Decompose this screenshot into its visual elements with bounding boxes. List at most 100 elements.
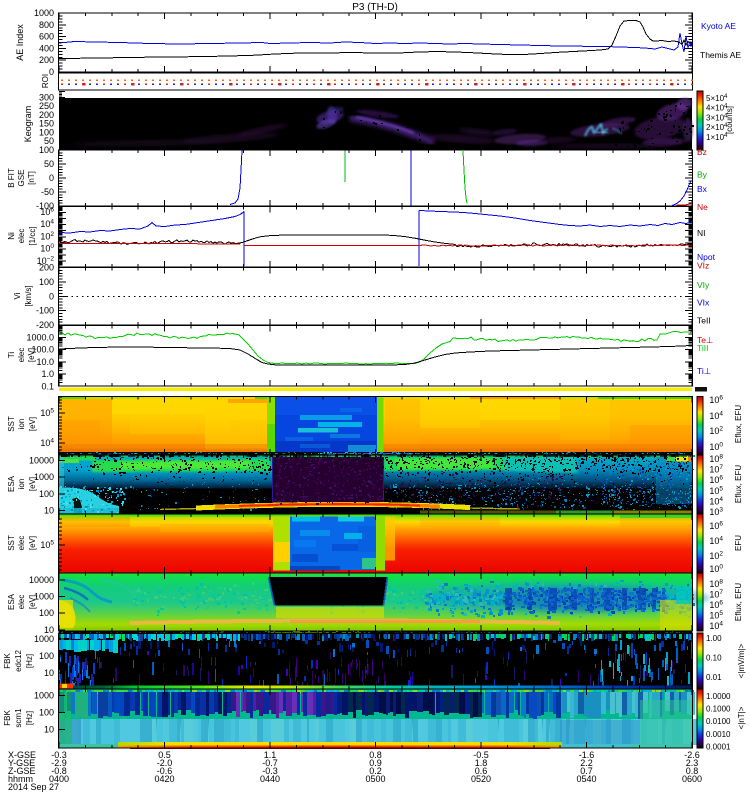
svg-text:105: 105 (709, 610, 723, 621)
svg-text:hhmm: hhmm (8, 774, 33, 784)
svg-text:AE Index: AE Index (15, 24, 25, 61)
svg-text:SST: SST (7, 535, 16, 551)
svg-text:EFU: EFU (734, 535, 743, 551)
svg-text:0500: 0500 (365, 774, 385, 784)
svg-text:1000: 1000 (34, 592, 54, 602)
svg-text:600: 600 (39, 32, 54, 42)
svg-text:edc12: edc12 (14, 650, 23, 672)
svg-text:ESA: ESA (7, 593, 16, 610)
svg-text:ion: ion (17, 419, 26, 430)
svg-text:Themis AE: Themis AE (700, 50, 741, 60)
svg-text:102: 102 (709, 426, 723, 437)
svg-text:1×104: 1×104 (706, 133, 728, 142)
svg-text:Y-GSE: Y-GSE (8, 758, 35, 768)
svg-text:SST: SST (7, 416, 16, 432)
svg-text:-0.6: -0.6 (157, 766, 173, 776)
svg-text:Ni: Ni (7, 232, 16, 240)
svg-text:105: 105 (40, 540, 54, 551)
svg-text:2×104: 2×104 (706, 123, 728, 132)
svg-text:ESA: ESA (7, 475, 16, 492)
svg-text:elec: elec (17, 595, 26, 610)
svg-text:100: 100 (709, 564, 723, 575)
svg-text:150: 150 (39, 119, 54, 129)
svg-text:-2.6: -2.6 (684, 750, 700, 760)
svg-text:VIy: VIy (697, 280, 710, 290)
svg-text:0.0100: 0.0100 (706, 717, 731, 726)
svg-text:Bz: Bz (697, 147, 707, 157)
svg-text:-100: -100 (36, 201, 54, 211)
svg-text:Ti: Ti (7, 352, 16, 359)
svg-text:102: 102 (709, 551, 723, 562)
svg-text:By: By (697, 170, 708, 180)
svg-text:elec: elec (17, 348, 26, 363)
svg-text:[km/s]: [km/s] (24, 285, 33, 306)
svg-text:0540: 0540 (576, 774, 596, 784)
svg-text:Npot: Npot (697, 252, 716, 262)
svg-text:Z-GSE: Z-GSE (8, 766, 36, 776)
svg-text:108: 108 (709, 579, 723, 590)
svg-text:1000: 1000 (34, 634, 54, 644)
svg-text:<|nT|>: <|nT|> (737, 706, 746, 729)
svg-text:1000: 1000 (34, 472, 54, 482)
svg-text:106: 106 (709, 521, 723, 532)
svg-text:ROI: ROI (41, 74, 50, 88)
svg-text:Vi: Vi (13, 292, 22, 299)
svg-text:400: 400 (39, 43, 54, 53)
svg-text:104: 104 (709, 411, 723, 422)
svg-text:1.0: 1.0 (41, 369, 54, 379)
svg-text:0.1: 0.1 (41, 381, 54, 391)
svg-text:10: 10 (44, 725, 54, 735)
svg-text:-0.8: -0.8 (51, 766, 67, 776)
svg-text:10: 10 (44, 625, 54, 635)
svg-text:1000: 1000 (34, 8, 54, 18)
svg-text:-100: -100 (36, 306, 54, 316)
svg-text:-0.7: -0.7 (262, 758, 278, 768)
svg-text:100: 100 (39, 145, 54, 155)
svg-text:200: 200 (39, 55, 54, 65)
svg-text:0.8: 0.8 (369, 750, 382, 760)
svg-text:-1.6: -1.6 (579, 750, 595, 760)
svg-text:VIx: VIx (697, 298, 710, 308)
svg-text:0.0001: 0.0001 (706, 742, 731, 751)
svg-text:800: 800 (39, 20, 54, 30)
svg-text:scm1: scm1 (14, 708, 23, 728)
svg-text:10.0: 10.0 (36, 357, 54, 367)
svg-text:[nT]: [nT] (27, 171, 36, 185)
svg-text:0400: 0400 (49, 774, 69, 784)
svg-text:104: 104 (40, 438, 54, 449)
svg-text:0.5: 0.5 (158, 750, 171, 760)
svg-text:1000: 1000 (34, 691, 54, 701)
svg-text:-0.5: -0.5 (473, 750, 489, 760)
svg-text:P3 (TH-D): P3 (TH-D) (352, 2, 398, 13)
svg-text:-50: -50 (41, 187, 54, 197)
svg-text:1.1: 1.1 (264, 750, 277, 760)
svg-text:100: 100 (39, 127, 54, 137)
svg-text:100: 100 (39, 489, 54, 499)
svg-text:TeII: TeII (697, 316, 711, 326)
svg-text:0.2: 0.2 (369, 766, 382, 776)
svg-text:1.0000: 1.0000 (706, 692, 731, 701)
svg-text:Kyoto AE: Kyoto AE (701, 21, 736, 31)
svg-text:10000: 10000 (29, 456, 54, 466)
svg-text:<|mV/m|>: <|mV/m|> (737, 643, 746, 678)
svg-text:10: 10 (44, 668, 54, 678)
svg-text:50: 50 (44, 159, 54, 169)
svg-text:300: 300 (39, 93, 54, 103)
svg-text:10−2: 10−2 (37, 255, 55, 266)
svg-text:-0.3: -0.3 (262, 766, 278, 776)
svg-text:50: 50 (44, 136, 54, 146)
svg-text:[1/cc]: [1/cc] (28, 226, 37, 245)
svg-text:0.9: 0.9 (369, 758, 382, 768)
svg-text:elec: elec (17, 229, 26, 244)
svg-text:100: 100 (39, 651, 54, 661)
svg-text:Ne: Ne (697, 202, 708, 212)
svg-text:1000.0: 1000.0 (26, 333, 54, 343)
svg-text:1.8: 1.8 (475, 758, 488, 768)
svg-text:Keogram: Keogram (23, 106, 33, 143)
svg-text:0.6: 0.6 (475, 766, 488, 776)
svg-text:2.2: 2.2 (580, 758, 593, 768)
svg-text:0.0010: 0.0010 (706, 730, 731, 739)
svg-text:ion: ion (17, 479, 26, 490)
svg-text:[Hz]: [Hz] (25, 654, 34, 668)
svg-text:104: 104 (709, 621, 723, 632)
